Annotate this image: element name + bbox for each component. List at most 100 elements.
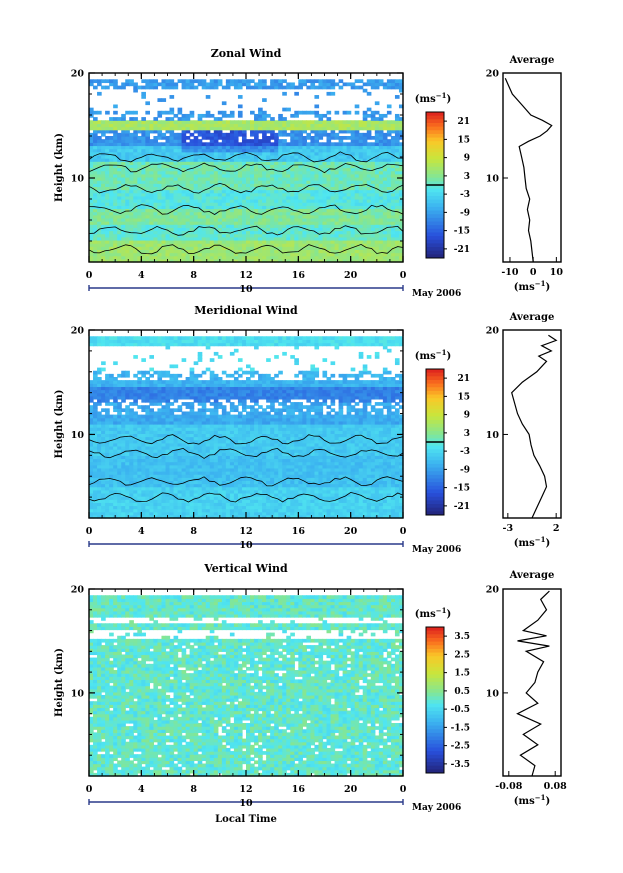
x-tick-label: 0: [400, 526, 407, 537]
colorbar-tick-label: 2.5: [454, 650, 470, 660]
profile-y-tick-label: 10: [486, 174, 500, 185]
panel-zonal-wind: Zonal Wind 10 20 Height (km) 0 4 8 12 16 20 0 10 May…: [54, 47, 563, 299]
y-axis-label: Height (km): [54, 648, 65, 717]
panel-vertical-wind: Vertical Wind 10 20 Height (km) 0 4 8 12 16 20 0 10…: [54, 562, 567, 825]
colorbar-unit: (ms−1): [415, 348, 451, 363]
x-axis-label: Local Time: [215, 814, 277, 825]
profile-line: [511, 334, 558, 519]
panel-title: Meridional Wind: [194, 304, 298, 317]
date-tick-label: 10: [239, 798, 253, 809]
contour-line: [88, 151, 403, 163]
colorbar-tick-label: -15: [454, 227, 470, 237]
panel-title: Zonal Wind: [211, 47, 282, 60]
colorbar-tick-label: 15: [457, 392, 470, 402]
colorbar-unit: (ms−1): [415, 606, 451, 621]
x-tick-label: 0: [400, 784, 407, 795]
x-tick-label: 20: [344, 784, 358, 795]
y-tick-label: 20: [71, 326, 85, 337]
colorbar-tick-label: 21: [457, 374, 470, 384]
heatmap-cells: [89, 595, 404, 777]
panel-title: Vertical Wind: [203, 562, 288, 575]
profile-unit: (ms−1): [514, 535, 550, 550]
colorbar-tick-label: 3.5: [454, 632, 470, 642]
colorbar-unit: (ms−1): [415, 91, 451, 106]
x-tick-label: 0: [86, 526, 93, 537]
colorbar: (ms−1) 21 15 9 3 -3 -9 -15 -21: [415, 348, 470, 516]
profile-y-tick-label: 10: [486, 430, 500, 441]
colorbar: (ms−1) 21 15 9 3 -3 -9 -15 -21: [415, 91, 470, 259]
profile-x-tick-label: 0.08: [544, 781, 568, 792]
profile-x-tick-label: 2: [553, 523, 560, 534]
y-tick-label: 20: [71, 69, 85, 80]
profile-frame: [502, 329, 562, 519]
heatmap-cells: [88, 336, 404, 519]
y-axis-label: Height (km): [54, 133, 65, 202]
date-tick-label: 10: [239, 284, 253, 295]
colorbar-tick-label: -3: [460, 447, 470, 457]
contour-line: [88, 476, 404, 487]
colorbar-tick-label: -0.5: [451, 705, 470, 715]
contour-line: [88, 491, 404, 503]
profile-x-tick-label: -3: [503, 523, 514, 534]
colorbar-tick-label: 3: [464, 429, 470, 439]
average-profile: Average 10 20 -0.08 0.08(ms−1): [486, 570, 567, 807]
date-label: May 2006: [412, 289, 461, 299]
colorbar-tick-label: -1.5: [451, 723, 470, 733]
profile-x-tick-label: 10: [550, 267, 564, 278]
y-axis-label: Height (km): [54, 390, 65, 459]
x-tick-label: 0: [86, 784, 93, 795]
colorbar-tick-label: -3: [460, 190, 470, 200]
colorbar-tick-label: 9: [464, 411, 470, 421]
colorbar-tick-label: -21: [454, 502, 470, 512]
x-tick-label: 16: [292, 270, 306, 281]
profile-frame: [502, 72, 562, 263]
x-tick-label: 8: [190, 526, 197, 537]
x-tick-label: 8: [190, 270, 197, 281]
contour-line: [88, 225, 404, 236]
x-tick-label: 20: [344, 526, 358, 537]
x-tick-label: 16: [292, 784, 306, 795]
colorbar: (ms−1) 3.5 2.5 1.5 0.5 -0.5 -1.5 -2.5 -3.5: [415, 606, 470, 774]
profile-title: Average: [509, 312, 555, 323]
y-tick-label: 10: [71, 688, 85, 699]
x-tick-label: 16: [292, 526, 306, 537]
x-tick-label: 8: [190, 784, 197, 795]
profile-title: Average: [509, 570, 555, 581]
colorbar-tick-label: -9: [460, 208, 470, 218]
x-tick-label: 12: [239, 526, 252, 537]
panel-meridional-wind: Meridional Wind 10 20 Height (km) 0 4 8 12 16 20 0…: [54, 304, 562, 555]
profile-y-tick-label: 10: [486, 688, 500, 699]
colorbar-tick-label: 15: [457, 135, 470, 145]
contour-line: [88, 243, 404, 255]
date-label: May 2006: [412, 545, 461, 555]
x-tick-label: 0: [86, 270, 93, 281]
colorbar-tick-label: 1.5: [454, 669, 470, 679]
y-tick-label: 10: [71, 430, 85, 441]
colorbar-tick-label: 21: [457, 117, 470, 127]
colorbar-frame: [425, 626, 445, 774]
date-tick-label: 10: [239, 540, 253, 551]
colorbar-tick-label: -21: [454, 245, 470, 255]
profile-x-tick-label: 0: [530, 267, 537, 278]
x-tick-label: 4: [138, 784, 145, 795]
profile-y-tick-label: 20: [486, 585, 500, 596]
colorbar-tick-label: 0.5: [454, 687, 470, 697]
profile-unit: (ms−1): [514, 793, 550, 808]
x-tick-label: 4: [138, 526, 145, 537]
colorbar-tick-label: -3.5: [451, 760, 470, 770]
y-tick-label: 10: [71, 174, 85, 185]
contour-line: [88, 204, 404, 215]
colorbar-tick-label: -2.5: [451, 742, 470, 752]
x-tick-label: 4: [138, 270, 145, 281]
x-tick-label: 12: [239, 784, 252, 795]
colorbar-tick-label: 9: [464, 154, 470, 164]
x-tick-label: 20: [344, 270, 358, 281]
x-tick-label: 0: [400, 270, 407, 281]
profile-title: Average: [509, 55, 555, 66]
profile-y-tick-label: 20: [486, 326, 500, 337]
profile-unit: (ms−1): [514, 279, 550, 294]
heatmap-cells: [88, 79, 404, 263]
y-tick-label: 20: [71, 585, 85, 596]
